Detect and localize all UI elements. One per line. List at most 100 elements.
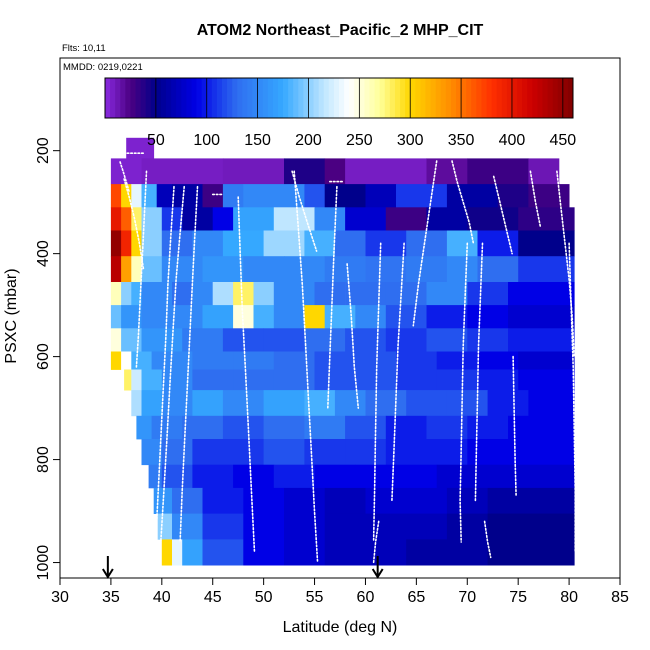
heatmap-cell (334, 230, 366, 257)
colorbar-swatch (135, 78, 142, 118)
colorbar-swatch (552, 78, 559, 118)
x-axis-label: Latitude (deg N) (283, 619, 398, 636)
heatmap-cell (182, 207, 214, 231)
colorbar-tick-label: 350 (448, 132, 475, 149)
heatmap-cell (304, 305, 326, 329)
heatmap-cell (355, 305, 387, 329)
colorbar-swatch (247, 78, 253, 118)
heatmap-cell (385, 282, 427, 306)
heatmap-cell (518, 230, 575, 257)
heatmap-cell (324, 487, 366, 514)
colorbar-swatch (339, 78, 345, 118)
heatmap-cell (243, 256, 285, 283)
heatmap-cell (263, 439, 305, 466)
heatmap-cell (110, 351, 122, 370)
heatmap-cell (518, 256, 575, 283)
profile-track (123, 178, 145, 270)
heatmap-cell (131, 230, 142, 257)
heatmap-cell (477, 351, 519, 370)
x-tick-label: 75 (509, 589, 527, 606)
colorbar-swatch (145, 78, 152, 118)
heatmap-cell (161, 464, 193, 489)
heatmap-cell (324, 184, 366, 208)
colorbar-swatch (557, 78, 564, 118)
heatmap-cell (508, 305, 575, 329)
heatmap-cell (243, 487, 285, 514)
colorbar-swatch (405, 78, 411, 118)
heatmap-cell (212, 282, 234, 306)
heatmap-cell (284, 487, 326, 514)
x-tick-label: 55 (306, 589, 324, 606)
colorbar-swatch (298, 78, 304, 118)
heatmap-cell (172, 539, 183, 566)
heatmap-cell (273, 351, 315, 370)
heatmap-cell (365, 487, 407, 514)
colorbar-swatch (166, 78, 172, 118)
heatmap-cell (467, 282, 509, 306)
heatmap-cell (365, 256, 407, 283)
heatmap-cell (202, 487, 244, 514)
colorbar-swatch (110, 78, 116, 118)
heatmap-cell (110, 230, 122, 257)
heatmap-cell (202, 513, 244, 540)
x-tick-label: 30 (51, 589, 69, 606)
heatmap-cell (396, 351, 438, 370)
heatmap-cell (141, 369, 163, 391)
heatmap-cell (202, 539, 244, 566)
heatmap-cells (110, 137, 575, 566)
heatmap-cell (426, 282, 468, 306)
profile-track (158, 185, 185, 564)
profile-track (412, 160, 438, 327)
heatmap-cell (508, 415, 575, 440)
heatmap-cell (528, 513, 575, 540)
heatmap-cell (131, 184, 142, 208)
heatmap-cell (467, 415, 509, 440)
colorbar-swatch (527, 78, 533, 118)
heatmap-cell (161, 390, 193, 417)
x-tick-label: 70 (458, 589, 476, 606)
heatmap-cell (222, 158, 285, 185)
heatmap-cell (446, 256, 478, 283)
colorbar-swatch (186, 78, 192, 118)
heatmap-cell (192, 390, 224, 417)
x-tick-label: 50 (255, 589, 273, 606)
colorbar-swatch (542, 78, 548, 118)
heatmap-cell (345, 415, 387, 440)
colorbar-tick-label: 200 (295, 132, 322, 149)
profile-track (492, 175, 513, 255)
colorbar-swatch (537, 78, 543, 118)
heatmap-cell (385, 439, 427, 466)
heatmap-cell (446, 184, 499, 208)
heatmap-cell (182, 328, 224, 352)
heatmap-cell (253, 282, 275, 306)
profile-track (512, 355, 517, 497)
colorbar-swatch (369, 78, 376, 118)
y-axis: 200 400 600 800 1000 (35, 137, 60, 580)
heatmap-cell (243, 513, 285, 540)
colorbar-swatch (303, 78, 309, 118)
heatmap-cell (477, 230, 519, 257)
colorbar-swatch (425, 78, 431, 118)
profile-track (391, 242, 405, 502)
colorbar-swatch (333, 78, 340, 118)
heatmap-cell (355, 464, 397, 489)
colorbar: 50 100 150 200 250 300 350 400 450 (104, 77, 576, 149)
heatmap-cell (518, 464, 575, 489)
colorbar-swatch (450, 78, 457, 118)
heatmap-cell (110, 256, 122, 283)
heatmap-cell (110, 282, 122, 306)
heatmap-cell (172, 305, 203, 329)
colorbar-swatch (481, 78, 487, 118)
colorbar-swatch (150, 78, 157, 118)
colorbar-swatch (262, 78, 269, 118)
heatmap-cell (222, 415, 264, 440)
colorbar-swatch (201, 78, 208, 118)
heatmap-cell (141, 230, 163, 257)
colorbar-swatch (522, 78, 528, 118)
heatmap-cell (467, 207, 519, 231)
heatmap-cell (151, 351, 193, 370)
heatmap-cell (121, 351, 132, 370)
profile-track (451, 160, 475, 245)
colorbar-swatch (547, 78, 554, 118)
x-tick-label: 45 (204, 589, 222, 606)
